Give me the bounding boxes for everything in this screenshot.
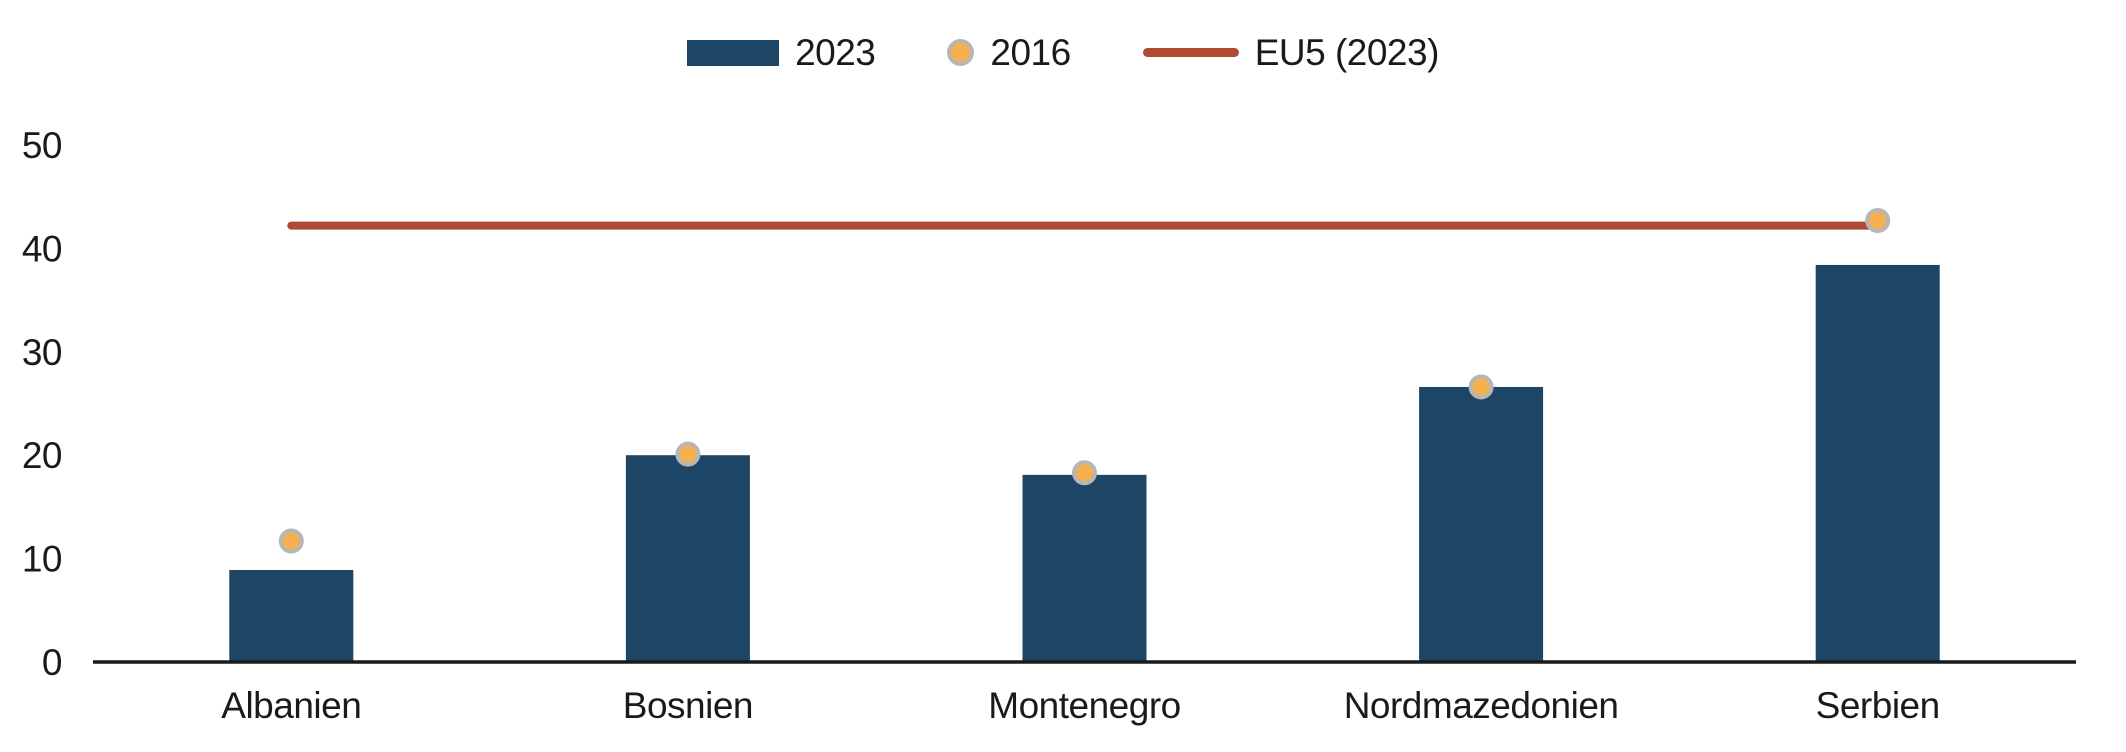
y-tick-label-20: 20 [22,435,62,476]
y-tick-label-30: 30 [22,332,62,373]
legend-swatch-2023-bar [687,39,780,66]
bar-Serbien [1815,264,1940,662]
legend-line-eu5-swatch [1142,48,1239,57]
bar-Montenegro [1022,474,1147,662]
bar-Albanien [229,569,354,662]
x-category-label-Bosnien: Bosnien [623,685,753,726]
legend-label-2023: 2023 [795,32,876,73]
x-category-label-Montenegro: Montenegro [988,685,1180,726]
marker-2016-Albanien [278,528,304,554]
y-tick-label-50: 50 [22,125,62,166]
legend-item-eu5: EU5 (2023) [1142,32,1440,73]
x-category-label-Serbien: Serbien [1816,685,1940,726]
y-tick-label-40: 40 [22,228,62,269]
chart-legend: 2023 2016 EU5 (2023) [0,34,2126,71]
bar-Bosnien [625,455,750,662]
marker-2016-Serbien [1865,207,1891,233]
x-category-label-Nordmazedonien: Nordmazedonien [1344,685,1619,726]
marker-2016-Bosnien [675,441,701,467]
y-tick-label-10: 10 [22,539,62,580]
bar-Nordmazedonien [1419,386,1544,662]
legend-label-2016: 2016 [990,32,1071,73]
legend-label-eu5: EU5 (2023) [1254,32,1440,73]
legend-item-2023: 2023 [687,32,876,73]
marker-2016-Montenegro [1072,460,1097,486]
legend-marker-2016-dot [947,39,975,66]
legend-item-2016: 2016 [947,32,1071,73]
marker-2016-Nordmazedonien [1468,374,1494,400]
x-category-label-Albanien: Albanien [221,685,361,726]
y-tick-label-0: 0 [42,642,62,683]
